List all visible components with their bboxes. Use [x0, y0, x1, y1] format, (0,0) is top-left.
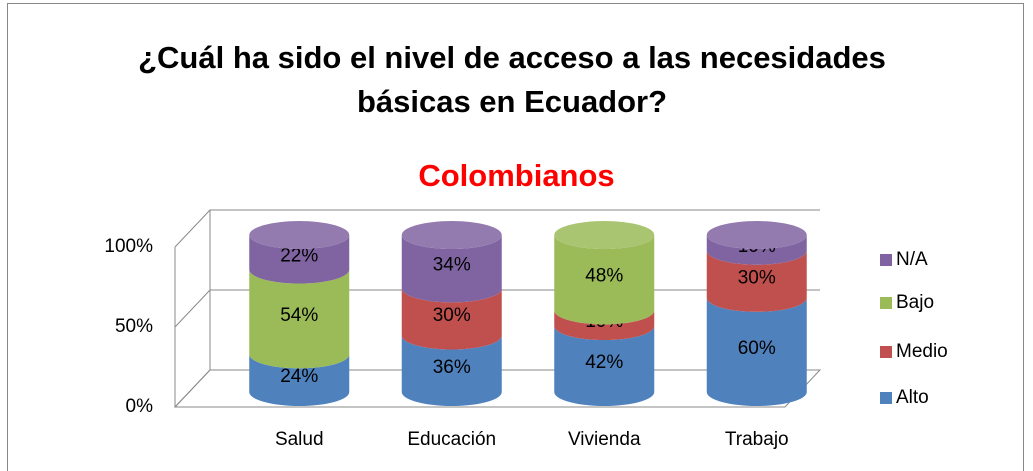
cylinder-segment — [401, 288, 502, 350]
cylinder-segment — [554, 326, 655, 407]
data-label: 24% — [280, 366, 318, 387]
legend-label: N/A — [896, 249, 928, 270]
chart-subtitle: Colombianos — [418, 158, 615, 193]
cylinder-cap — [249, 221, 350, 249]
data-label: 30% — [433, 305, 471, 326]
grid-line — [174, 209, 820, 248]
cylinder-segment — [706, 250, 807, 312]
cylinder-segment — [249, 354, 350, 407]
cylinder-segment — [554, 310, 655, 341]
y-tick-label: 100% — [104, 236, 153, 257]
x-tick-label: Educación — [407, 429, 496, 450]
legend-label: Medio — [896, 341, 948, 362]
cylinder-cap — [706, 221, 807, 249]
data-label: 60% — [738, 338, 776, 359]
cylinder-segment — [554, 235, 655, 325]
cylinder-cap — [554, 221, 655, 249]
legend-swatch — [880, 297, 892, 309]
data-label: 48% — [585, 266, 623, 287]
x-tick-label: Salud — [275, 429, 324, 450]
chart-title: ¿Cuál ha sido el nivel de acceso a las n… — [138, 40, 886, 119]
cylinder-segment — [249, 269, 350, 369]
data-label: 34% — [433, 255, 471, 276]
legend-swatch — [880, 346, 892, 358]
legend-label: Alto — [896, 387, 929, 408]
x-tick-label: Vivienda — [568, 429, 641, 450]
cylinder-segment — [706, 235, 807, 265]
x-tick-label: Trabajo — [725, 429, 789, 450]
data-label: 42% — [585, 352, 623, 373]
data-label: 54% — [280, 305, 318, 326]
y-tick-label: 50% — [115, 316, 153, 337]
cylinder-segment — [249, 235, 350, 284]
cylinder-cap — [401, 221, 502, 249]
chart-frame — [7, 3, 1024, 471]
data-label: 30% — [738, 267, 776, 288]
legend-swatch — [880, 254, 892, 266]
data-label: 36% — [433, 357, 471, 378]
cylinder-segment — [706, 297, 807, 407]
cylinder-segment — [401, 235, 502, 303]
data-label: 22% — [280, 245, 318, 266]
y-tick-label: 0% — [126, 396, 154, 417]
cylinder-segment — [401, 335, 502, 407]
legend-swatch — [880, 392, 892, 404]
legend-label: Bajo — [896, 292, 934, 313]
